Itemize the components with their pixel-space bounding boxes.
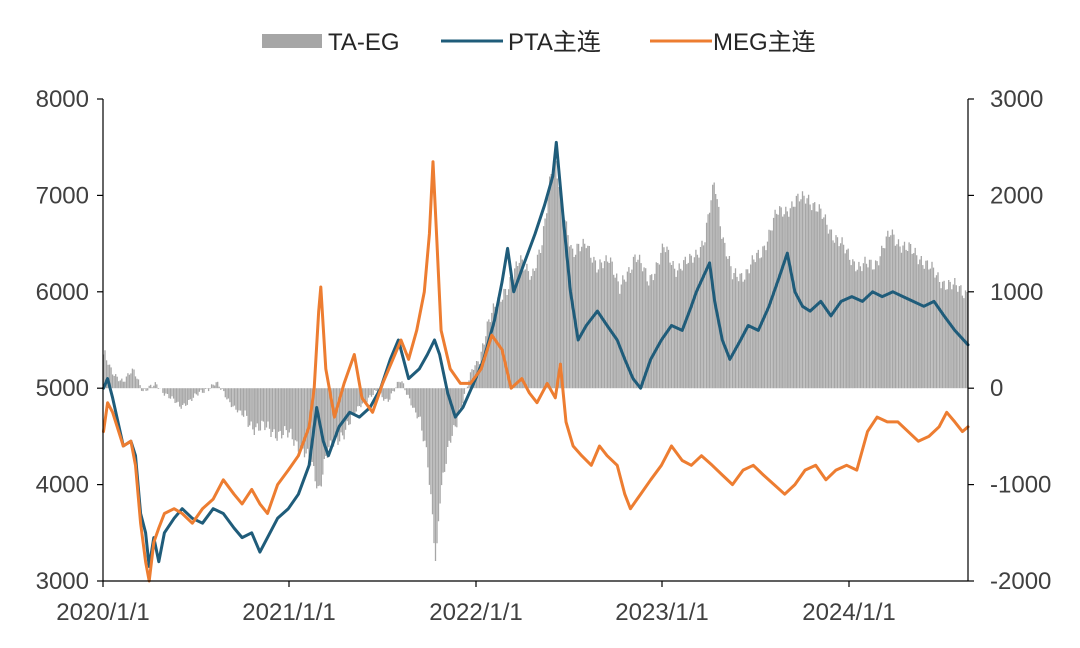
left-tick-label: 6000 [36, 279, 89, 306]
x-tick-label: 2021/1/1 [242, 599, 335, 626]
price-lines [102, 140, 970, 583]
legend-label-pta: PTA主连 [508, 29, 601, 56]
legend: TA-EG PTA主连 MEG主连 [262, 29, 816, 56]
right-tick-label: 2000 [990, 182, 1043, 209]
left-axis-ticks: 3000 4000 5000 6000 7000 8000 [36, 86, 103, 595]
left-tick-label: 5000 [36, 375, 89, 402]
right-tick-label: 3000 [990, 86, 1043, 113]
left-tick-label: 7000 [36, 182, 89, 209]
legend-label-ta-eg: TA-EG [328, 29, 400, 56]
right-tick-label: -1000 [990, 472, 1051, 499]
legend-swatch-ta-eg [262, 34, 322, 48]
left-tick-label: 4000 [36, 472, 89, 499]
right-tick-label: 1000 [990, 279, 1043, 306]
right-tick-label: 0 [990, 375, 1003, 402]
meg-line [102, 160, 970, 583]
x-tick-label: 2024/1/1 [802, 599, 895, 626]
pta-line [102, 140, 970, 568]
right-tick-label: -2000 [990, 568, 1051, 595]
x-axis-ticks: 2020/1/1 2021/1/1 2022/1/1 2023/1/1 2024/1/1 [56, 581, 896, 626]
left-tick-label: 3000 [36, 568, 89, 595]
ta-eg-bars [102, 161, 968, 561]
right-axis-ticks: -2000 -1000 0 1000 2000 3000 [968, 86, 1051, 595]
x-tick-label: 2020/1/1 [56, 599, 149, 626]
x-tick-label: 2022/1/1 [429, 599, 522, 626]
axes [102, 99, 969, 582]
legend-label-meg: MEG主连 [713, 29, 816, 56]
x-tick-label: 2023/1/1 [615, 599, 708, 626]
left-tick-label: 8000 [36, 86, 89, 113]
